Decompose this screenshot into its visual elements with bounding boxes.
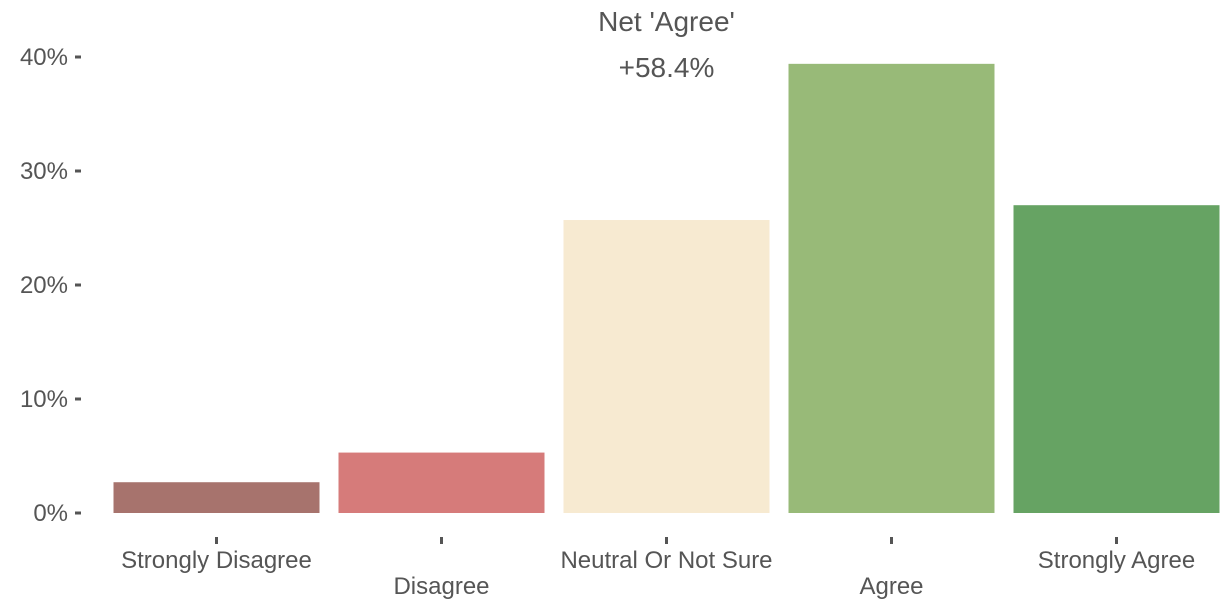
bar-strongly-disagree [113,482,320,513]
bars [113,63,1220,514]
x-tick-label: Disagree [393,573,489,600]
bar-disagree [338,452,545,513]
y-tick-label: 20% [20,272,68,299]
net-agree-annotation: Net 'Agree' +58.4% [598,6,735,83]
bar-agree [788,63,995,514]
bar-neutral-or-not-sure [563,220,770,513]
y-tick-label: 30% [20,158,68,185]
net-agree-label: Net 'Agree' [598,6,735,37]
bar-strongly-agree [1013,205,1220,513]
y-tick-label: 10% [20,386,68,413]
y-tick-label: 40% [20,44,68,71]
net-agree-value: +58.4% [619,52,715,83]
x-tick-label: Neutral Or Not Sure [560,547,772,574]
x-axis: Strongly Disagree Disagree Neutral Or Not … [121,537,1195,600]
x-tick-label: Strongly Agree [1038,547,1195,574]
y-axis: 0% 10% 20% 30% 40% [20,44,81,527]
x-tick-label: Agree [859,573,923,600]
y-tick-label: 0% [33,500,68,527]
x-tick-label: Strongly Disagree [121,547,312,574]
